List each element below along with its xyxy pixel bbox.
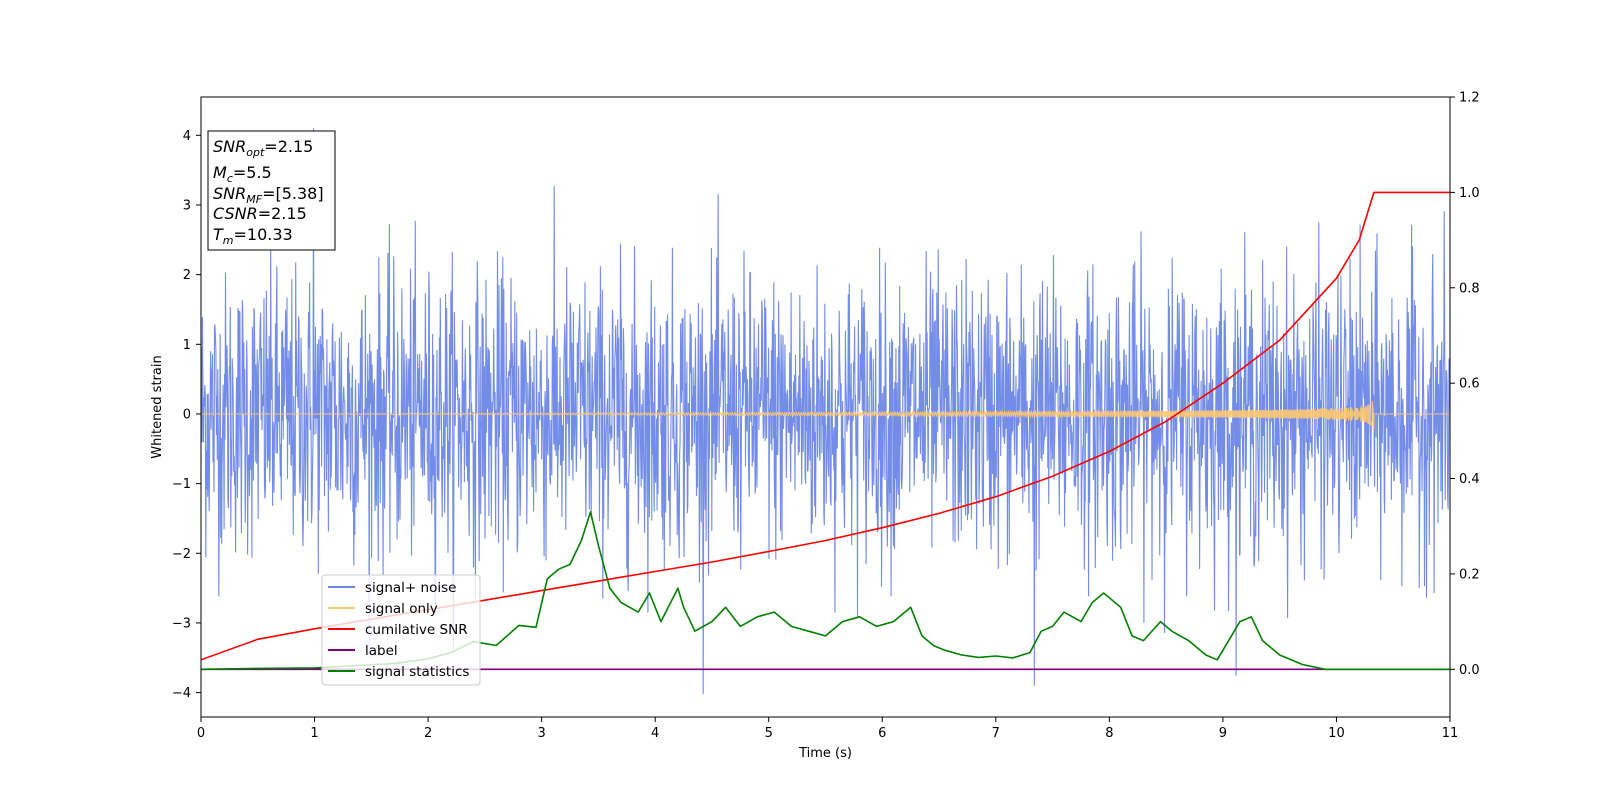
y-tick-label: −3 <box>172 616 191 631</box>
info-mc: Mc=5.5 <box>213 163 272 185</box>
info-box-frame <box>207 130 336 251</box>
legend: signal+ noise signal only cumilative SNR… <box>321 574 481 686</box>
legend-label-cum-snr: cumilative SNR <box>365 622 468 638</box>
y2-tick-label: 0.4 <box>1459 472 1480 487</box>
legend-frame <box>321 574 481 686</box>
y2-tick-label: 1.2 <box>1459 91 1480 106</box>
y-tick-label: 2 <box>183 268 191 283</box>
x-tick-label: 1 <box>310 726 318 741</box>
y2-tick-label: 1.0 <box>1459 186 1480 201</box>
y2-tick-label: 0.8 <box>1459 281 1480 296</box>
y-tick-label: −4 <box>172 686 191 701</box>
y-axis-title: Whitened strain <box>150 355 165 458</box>
x-tick-label: 3 <box>537 726 545 741</box>
series-signal-only <box>201 401 1450 432</box>
y-tick-label: 3 <box>183 198 191 213</box>
y-tick-label: 0 <box>183 407 191 422</box>
x-tick-label: 6 <box>878 726 886 741</box>
info-snr-mf: SNRMF=[5.38] <box>213 184 324 206</box>
info-snr-opt: SNRopt=2.15 <box>213 137 313 159</box>
x-tick-label: 2 <box>424 726 432 741</box>
axes-layer: 0 1 2 3 4 5 6 7 8 9 10 11 −4 −3 −2 −1 0 1 2 3 4 0.0 0.2 0.4 0.6 0… <box>172 91 1480 742</box>
legend-label-signal: signal only <box>365 601 438 617</box>
y2-tick-label: 0.0 <box>1459 663 1480 678</box>
legend-label-noise: signal+ noise <box>365 580 456 596</box>
x-axis-title: Time (s) <box>798 746 852 761</box>
y-tick-label: −2 <box>172 547 191 562</box>
x-tick-label: 10 <box>1328 726 1345 741</box>
series-signal-statistics <box>201 511 1450 671</box>
x-tick-label: 7 <box>992 726 1000 741</box>
info-csnr: CSNR=2.15 <box>213 204 307 223</box>
info-tm: Tm=10.33 <box>213 225 293 247</box>
x-tick-label: 8 <box>1105 726 1113 741</box>
y2-tick-label: 0.2 <box>1459 567 1480 582</box>
x-tick-label: 4 <box>651 726 659 741</box>
y-tick-label: 4 <box>183 129 191 144</box>
info-box: SNRopt=2.15 Mc=5.5 SNRMF=[5.38] CSNR=2.1… <box>207 130 336 251</box>
series-signal-noise <box>201 128 1450 695</box>
y-tick-label: 1 <box>183 338 191 353</box>
x-tick-label: 5 <box>765 726 773 741</box>
legend-label-label: label <box>365 643 398 659</box>
y2-tick-label: 0.6 <box>1459 377 1480 392</box>
x-tick-label: 9 <box>1219 726 1227 741</box>
plot-frame <box>200 96 1451 718</box>
y-tick-label: −1 <box>172 477 191 492</box>
x-tick-label: 11 <box>1442 726 1459 741</box>
legend-label-stats: signal statistics <box>365 664 469 680</box>
x-tick-label: 0 <box>197 726 205 741</box>
